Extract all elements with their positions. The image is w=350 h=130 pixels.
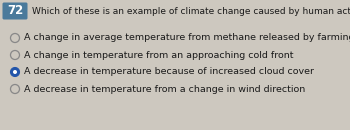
Text: A change in average temperature from methane released by farming: A change in average temperature from met… (24, 34, 350, 43)
FancyBboxPatch shape (2, 2, 28, 20)
Text: A change in temperature from an approaching cold front: A change in temperature from an approach… (24, 50, 294, 60)
Text: Which of these is an example of climate change caused by human activity?: Which of these is an example of climate … (32, 6, 350, 15)
Circle shape (10, 67, 20, 76)
Text: 72: 72 (7, 5, 23, 18)
Text: A decrease in temperature from a change in wind direction: A decrease in temperature from a change … (24, 84, 305, 93)
Circle shape (13, 70, 17, 74)
Text: A decrease in temperature because of increased cloud cover: A decrease in temperature because of inc… (24, 67, 314, 76)
